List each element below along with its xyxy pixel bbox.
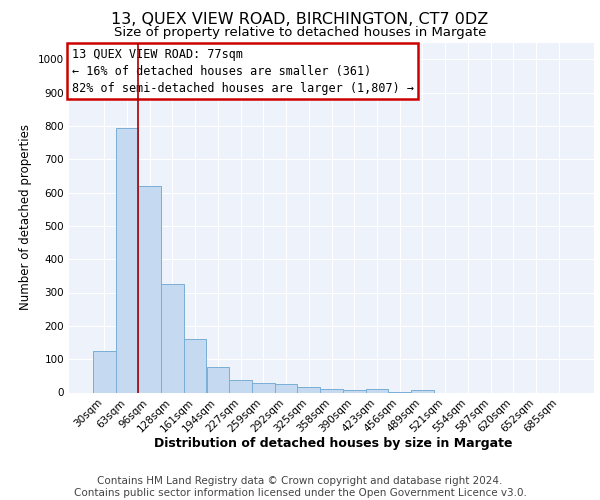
Bar [161,284,184,393]
Text: Distribution of detached houses by size in Margate: Distribution of detached houses by size … [154,438,512,450]
Bar [320,388,343,392]
Bar [116,128,139,392]
Bar [93,351,116,393]
Bar [275,384,298,392]
Bar [365,389,388,392]
Text: 13 QUEX VIEW ROAD: 77sqm
← 16% of detached houses are smaller (361)
82% of semi-: 13 QUEX VIEW ROAD: 77sqm ← 16% of detach… [71,48,413,95]
Text: 13, QUEX VIEW ROAD, BIRCHINGTON, CT7 0DZ: 13, QUEX VIEW ROAD, BIRCHINGTON, CT7 0DZ [112,12,488,28]
Bar [298,386,320,392]
Bar [184,339,206,392]
Bar [139,186,161,392]
Bar [343,390,365,392]
Text: Size of property relative to detached houses in Margate: Size of property relative to detached ho… [114,26,486,39]
Bar [206,367,229,392]
Bar [229,380,252,392]
Bar [411,390,434,392]
Bar [252,383,275,392]
Y-axis label: Number of detached properties: Number of detached properties [19,124,32,310]
Text: Contains HM Land Registry data © Crown copyright and database right 2024.
Contai: Contains HM Land Registry data © Crown c… [74,476,526,498]
